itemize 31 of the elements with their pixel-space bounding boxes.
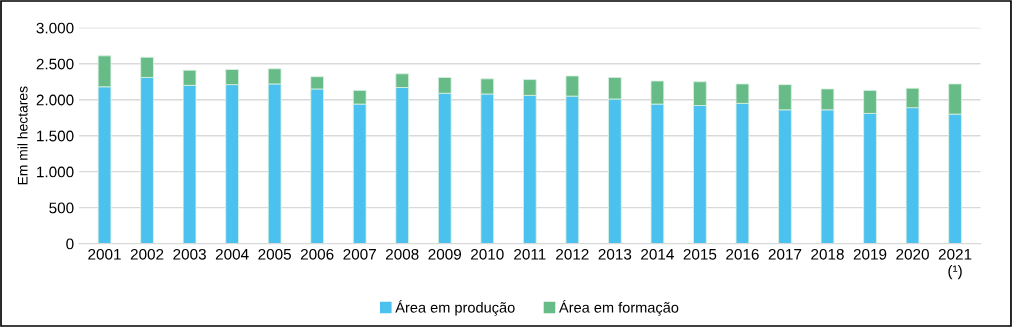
x-tick-label: 2007: [343, 248, 376, 260]
y-tick-label: 1.000: [37, 166, 74, 178]
y-tick-label: 0: [66, 238, 74, 250]
x-tick-label: 2008: [386, 248, 419, 260]
y-tick-label: 2.000: [36, 94, 74, 106]
x-tick-label: 2006: [300, 248, 334, 260]
x-tick-label: 2019: [853, 248, 887, 260]
x-tick-label: 2009: [428, 248, 462, 260]
y-tick-label: 2.500: [36, 58, 74, 70]
x-tick-label: 2012: [556, 248, 589, 260]
y-tick-label: 500: [49, 202, 74, 214]
x-tick-label: 2011: [514, 248, 546, 260]
x-tick-label: 2018: [811, 248, 844, 260]
x-tick-label: 2014: [641, 248, 674, 260]
x-tick-label: 2015: [683, 248, 717, 260]
y-tick-label: 1.500: [37, 130, 74, 142]
y-axis-title: Em mil hectares: [17, 86, 28, 185]
y-tick-label: 3.000: [36, 22, 74, 34]
x-tick-label: 2004: [215, 248, 249, 260]
x-tick-label: 2016: [726, 248, 759, 260]
x-tick-label: 2021 (¹): [938, 248, 972, 280]
x-tick-label: 2001: [88, 248, 121, 260]
legend-label: Área em produção: [395, 299, 515, 316]
legend-label: Área em formação: [559, 299, 679, 316]
x-tick-label: 2005: [258, 248, 291, 260]
x-tick-label: 2003: [173, 248, 206, 260]
x-tick-label: 2002: [130, 248, 164, 260]
x-tick-label: 2017: [768, 248, 802, 260]
x-tick-label: 2013: [598, 248, 632, 260]
x-tick-label: 2010: [471, 248, 504, 260]
x-tick-label: 2020: [896, 248, 929, 260]
